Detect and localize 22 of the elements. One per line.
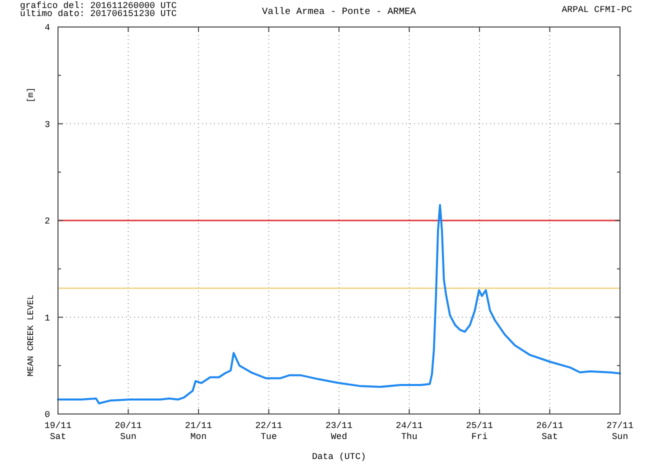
- y-tick-label: 1: [44, 313, 50, 324]
- chart-title: Valle Armea - Ponte - ARMEA: [262, 6, 416, 17]
- x-tick-label: 20/11 Sun: [114, 421, 142, 442]
- y-axis-title: MEAN CREEK LEVEL: [26, 294, 36, 376]
- y-tick-label: 3: [44, 120, 50, 130]
- x-tick-label: 24/11 Thu: [396, 421, 423, 442]
- x-tick-label: 22/11 Tue: [255, 421, 282, 442]
- y-tick-label: 4: [44, 23, 50, 33]
- x-tick-label: 21/11 Mon: [184, 421, 212, 442]
- y-tick-label: 0: [44, 410, 50, 420]
- x-tick-label: 27/11 Sun: [606, 421, 634, 442]
- text: grafico del: 201611260000 UTC: [20, 1, 178, 11]
- text: [m]: [26, 87, 36, 103]
- x-tick-label: 25/11 Fri: [466, 421, 494, 442]
- line-series: [57, 204, 621, 404]
- y-tick-label: 2: [44, 216, 50, 226]
- x-tick-label: 19/11 Sat: [44, 421, 72, 442]
- x-tick-label: 23/11 Wed: [325, 421, 353, 442]
- text: ultimo dato: 201706151230 UTC: [20, 9, 178, 19]
- x-axis-title: Data (UTC): [312, 452, 366, 462]
- x-tick-label: 26/11 Sat: [536, 421, 564, 442]
- text: ARPAL CFMI-PC: [562, 5, 633, 15]
